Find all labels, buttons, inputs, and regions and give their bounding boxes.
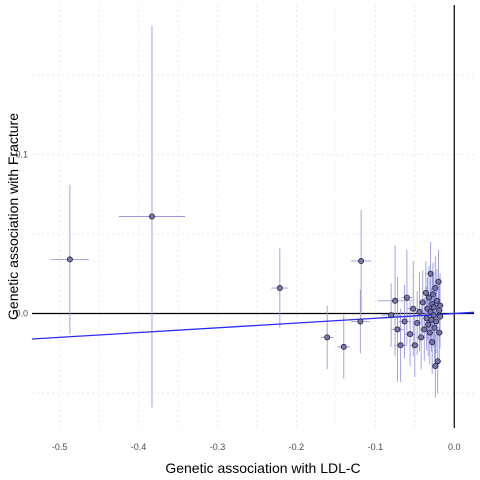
data-point <box>148 213 155 220</box>
data-point <box>432 285 439 292</box>
data-point <box>427 270 434 277</box>
data-point <box>431 324 438 331</box>
data-point <box>392 297 399 304</box>
data-point <box>433 318 440 325</box>
data-point <box>426 329 433 336</box>
fit-line-layer <box>31 311 475 340</box>
data-point <box>433 297 440 304</box>
x-tick-label: -0.2 <box>289 442 305 452</box>
data-point <box>430 304 437 311</box>
y-tick-label: 0.1 <box>15 149 28 159</box>
x-tick-label: -0.1 <box>368 442 384 452</box>
data-point <box>419 299 426 306</box>
data-point <box>418 334 425 341</box>
data-point <box>357 318 364 325</box>
data-point <box>425 321 432 328</box>
data-point <box>401 318 408 325</box>
data-point <box>432 362 439 369</box>
data-point <box>435 278 442 285</box>
data-point <box>437 302 444 309</box>
data-point <box>434 358 441 365</box>
error-bars <box>50 25 445 408</box>
data-point <box>429 291 436 298</box>
data-point <box>426 294 433 301</box>
points-layer <box>66 213 444 369</box>
x-tick-label: -0.4 <box>131 442 147 452</box>
data-point <box>421 326 428 333</box>
data-point <box>430 312 437 319</box>
data-point <box>436 307 443 314</box>
data-point <box>436 329 443 336</box>
regression-line <box>31 311 475 340</box>
data-point <box>358 258 365 265</box>
data-point <box>388 312 395 319</box>
data-point <box>394 326 401 333</box>
data-point <box>403 294 410 301</box>
x-tick-label: -0.5 <box>52 442 68 452</box>
data-point <box>407 331 414 338</box>
tick-labels: -0.5 -0.4 -0.3 -0.2 -0.1 0.0 0.0 0.1 <box>15 149 460 452</box>
data-point <box>410 305 417 312</box>
x-tick-label: -0.3 <box>210 442 226 452</box>
x-axis-title: Genetic association with LDL-C <box>165 460 360 476</box>
data-point <box>422 289 429 296</box>
reference-lines <box>32 5 474 428</box>
data-point <box>411 342 418 349</box>
x-tick-label: 0.0 <box>448 442 461 452</box>
data-point <box>414 320 421 327</box>
grid-layer <box>32 5 474 428</box>
data-point <box>66 256 73 263</box>
data-point <box>397 342 404 349</box>
y-tick-label: 0.0 <box>15 309 28 319</box>
data-point <box>324 334 331 341</box>
data-point <box>429 339 436 346</box>
y-axis-title: Genetic association with Fracture <box>5 113 21 320</box>
data-point <box>416 308 423 315</box>
data-point <box>276 285 283 292</box>
data-point <box>437 313 444 320</box>
data-point <box>340 343 347 350</box>
